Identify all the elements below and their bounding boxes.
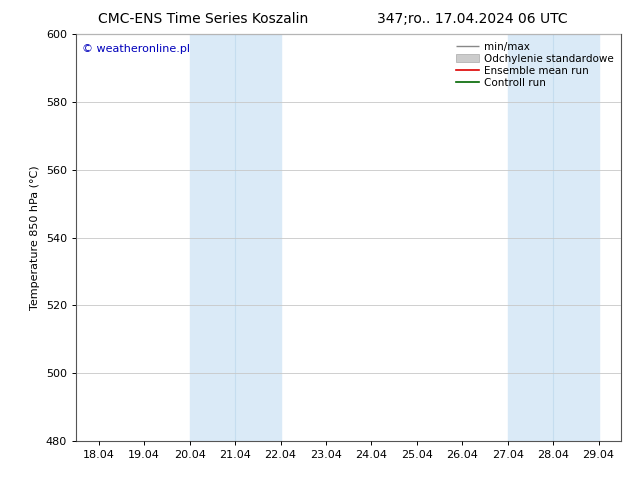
Bar bbox=[190, 34, 280, 441]
Y-axis label: Temperature 850 hPa (°C): Temperature 850 hPa (°C) bbox=[30, 165, 40, 310]
Text: CMC-ENS Time Series Koszalin: CMC-ENS Time Series Koszalin bbox=[98, 12, 308, 26]
Legend: min/max, Odchylenie standardowe, Ensemble mean run, Controll run: min/max, Odchylenie standardowe, Ensembl… bbox=[454, 40, 616, 90]
Text: 347;ro.. 17.04.2024 06 UTC: 347;ro.. 17.04.2024 06 UTC bbox=[377, 12, 567, 26]
Text: © weatheronline.pl: © weatheronline.pl bbox=[82, 45, 190, 54]
Bar bbox=[508, 34, 598, 441]
